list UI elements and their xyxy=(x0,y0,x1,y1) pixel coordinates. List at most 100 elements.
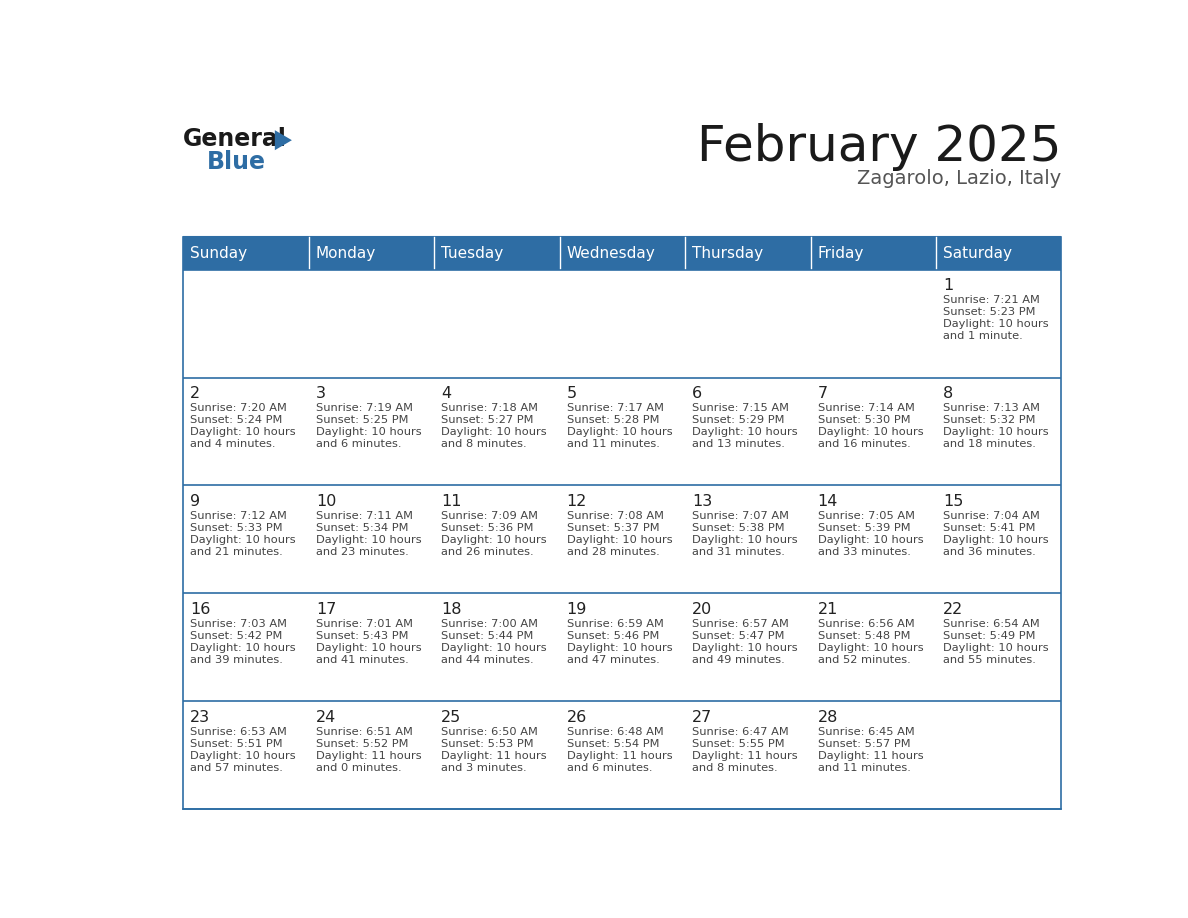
Text: and 52 minutes.: and 52 minutes. xyxy=(817,655,910,665)
Text: Sunset: 5:37 PM: Sunset: 5:37 PM xyxy=(567,523,659,532)
Text: Thursday: Thursday xyxy=(693,246,763,261)
Text: Daylight: 10 hours: Daylight: 10 hours xyxy=(441,427,546,437)
Text: Sunset: 5:47 PM: Sunset: 5:47 PM xyxy=(693,631,784,641)
Text: Sunset: 5:29 PM: Sunset: 5:29 PM xyxy=(693,415,784,425)
Text: Sunrise: 6:56 AM: Sunrise: 6:56 AM xyxy=(817,619,915,629)
Text: 15: 15 xyxy=(943,494,963,509)
Text: Sunset: 5:55 PM: Sunset: 5:55 PM xyxy=(693,739,785,749)
Text: Sunrise: 7:13 AM: Sunrise: 7:13 AM xyxy=(943,403,1040,413)
Text: Daylight: 11 hours: Daylight: 11 hours xyxy=(693,751,797,761)
Text: February 2025: February 2025 xyxy=(697,123,1061,172)
Bar xyxy=(309,377,435,486)
Text: Sunrise: 7:15 AM: Sunrise: 7:15 AM xyxy=(693,403,789,413)
Bar xyxy=(183,237,309,270)
Text: Daylight: 10 hours: Daylight: 10 hours xyxy=(567,643,672,653)
Bar xyxy=(685,486,810,593)
Bar xyxy=(183,270,309,377)
Bar xyxy=(936,270,1061,377)
Bar xyxy=(309,701,435,810)
Polygon shape xyxy=(274,130,292,151)
Text: Sunset: 5:36 PM: Sunset: 5:36 PM xyxy=(441,523,533,532)
Text: Sunset: 5:53 PM: Sunset: 5:53 PM xyxy=(441,739,533,749)
Text: Sunset: 5:49 PM: Sunset: 5:49 PM xyxy=(943,631,1036,641)
Text: and 4 minutes.: and 4 minutes. xyxy=(190,439,276,449)
Text: and 13 minutes.: and 13 minutes. xyxy=(693,439,785,449)
Bar xyxy=(560,377,685,486)
Bar xyxy=(685,377,810,486)
Text: Sunrise: 6:57 AM: Sunrise: 6:57 AM xyxy=(693,619,789,629)
Text: and 21 minutes.: and 21 minutes. xyxy=(190,547,283,556)
Text: Sunset: 5:48 PM: Sunset: 5:48 PM xyxy=(817,631,910,641)
Text: 22: 22 xyxy=(943,602,963,617)
Text: Sunset: 5:51 PM: Sunset: 5:51 PM xyxy=(190,739,283,749)
Text: Sunrise: 7:09 AM: Sunrise: 7:09 AM xyxy=(441,511,538,521)
Text: Daylight: 10 hours: Daylight: 10 hours xyxy=(190,751,296,761)
Text: Sunrise: 7:08 AM: Sunrise: 7:08 AM xyxy=(567,511,664,521)
Text: Daylight: 10 hours: Daylight: 10 hours xyxy=(817,535,923,544)
Text: 7: 7 xyxy=(817,386,828,401)
Bar xyxy=(183,377,309,486)
Bar xyxy=(183,486,309,593)
Bar xyxy=(560,486,685,593)
Text: and 0 minutes.: and 0 minutes. xyxy=(316,763,402,773)
Text: Wednesday: Wednesday xyxy=(567,246,656,261)
Bar xyxy=(936,593,1061,701)
Text: Sunset: 5:32 PM: Sunset: 5:32 PM xyxy=(943,415,1036,425)
Text: 26: 26 xyxy=(567,710,587,725)
Text: Sunrise: 7:05 AM: Sunrise: 7:05 AM xyxy=(817,511,915,521)
Text: Sunset: 5:28 PM: Sunset: 5:28 PM xyxy=(567,415,659,425)
Bar xyxy=(560,270,685,377)
Text: Daylight: 11 hours: Daylight: 11 hours xyxy=(567,751,672,761)
Text: 11: 11 xyxy=(441,494,462,509)
Text: Sunrise: 7:21 AM: Sunrise: 7:21 AM xyxy=(943,295,1040,305)
Text: Sunrise: 7:03 AM: Sunrise: 7:03 AM xyxy=(190,619,287,629)
Text: Daylight: 10 hours: Daylight: 10 hours xyxy=(567,535,672,544)
Text: 28: 28 xyxy=(817,710,838,725)
Text: Daylight: 10 hours: Daylight: 10 hours xyxy=(316,427,422,437)
Text: Sunrise: 7:19 AM: Sunrise: 7:19 AM xyxy=(316,403,412,413)
Text: Monday: Monday xyxy=(316,246,377,261)
Text: Sunset: 5:23 PM: Sunset: 5:23 PM xyxy=(943,307,1036,317)
Text: 4: 4 xyxy=(441,386,451,401)
Bar xyxy=(936,701,1061,810)
Text: 24: 24 xyxy=(316,710,336,725)
Bar xyxy=(685,237,810,270)
Text: Sunset: 5:39 PM: Sunset: 5:39 PM xyxy=(817,523,910,532)
Text: 8: 8 xyxy=(943,386,953,401)
Text: Sunrise: 7:04 AM: Sunrise: 7:04 AM xyxy=(943,511,1040,521)
Text: and 1 minute.: and 1 minute. xyxy=(943,330,1023,341)
Text: 13: 13 xyxy=(693,494,713,509)
Text: Sunrise: 6:51 AM: Sunrise: 6:51 AM xyxy=(316,727,412,737)
Text: 25: 25 xyxy=(441,710,461,725)
Text: 2: 2 xyxy=(190,386,201,401)
Text: Sunrise: 7:01 AM: Sunrise: 7:01 AM xyxy=(316,619,412,629)
Text: Sunset: 5:41 PM: Sunset: 5:41 PM xyxy=(943,523,1036,532)
Text: Daylight: 10 hours: Daylight: 10 hours xyxy=(943,643,1049,653)
Bar xyxy=(810,486,936,593)
Bar xyxy=(560,593,685,701)
Text: Sunrise: 6:47 AM: Sunrise: 6:47 AM xyxy=(693,727,789,737)
Text: Sunrise: 6:45 AM: Sunrise: 6:45 AM xyxy=(817,727,915,737)
Text: Sunrise: 7:14 AM: Sunrise: 7:14 AM xyxy=(817,403,915,413)
Text: 5: 5 xyxy=(567,386,577,401)
Text: and 16 minutes.: and 16 minutes. xyxy=(817,439,910,449)
Text: Daylight: 10 hours: Daylight: 10 hours xyxy=(817,643,923,653)
Text: Sunset: 5:33 PM: Sunset: 5:33 PM xyxy=(190,523,283,532)
Bar xyxy=(685,270,810,377)
Text: Daylight: 10 hours: Daylight: 10 hours xyxy=(190,535,296,544)
Text: and 31 minutes.: and 31 minutes. xyxy=(693,547,785,556)
Text: 18: 18 xyxy=(441,602,462,617)
Text: Sunrise: 7:18 AM: Sunrise: 7:18 AM xyxy=(441,403,538,413)
Text: and 49 minutes.: and 49 minutes. xyxy=(693,655,785,665)
Text: Sunset: 5:38 PM: Sunset: 5:38 PM xyxy=(693,523,785,532)
Text: and 55 minutes.: and 55 minutes. xyxy=(943,655,1036,665)
Text: Sunrise: 6:54 AM: Sunrise: 6:54 AM xyxy=(943,619,1040,629)
Text: and 44 minutes.: and 44 minutes. xyxy=(441,655,533,665)
Text: and 18 minutes.: and 18 minutes. xyxy=(943,439,1036,449)
Text: Sunset: 5:34 PM: Sunset: 5:34 PM xyxy=(316,523,409,532)
Text: Daylight: 10 hours: Daylight: 10 hours xyxy=(441,535,546,544)
Text: and 36 minutes.: and 36 minutes. xyxy=(943,547,1036,556)
Text: and 39 minutes.: and 39 minutes. xyxy=(190,655,283,665)
Bar xyxy=(183,593,309,701)
Text: Friday: Friday xyxy=(817,246,864,261)
